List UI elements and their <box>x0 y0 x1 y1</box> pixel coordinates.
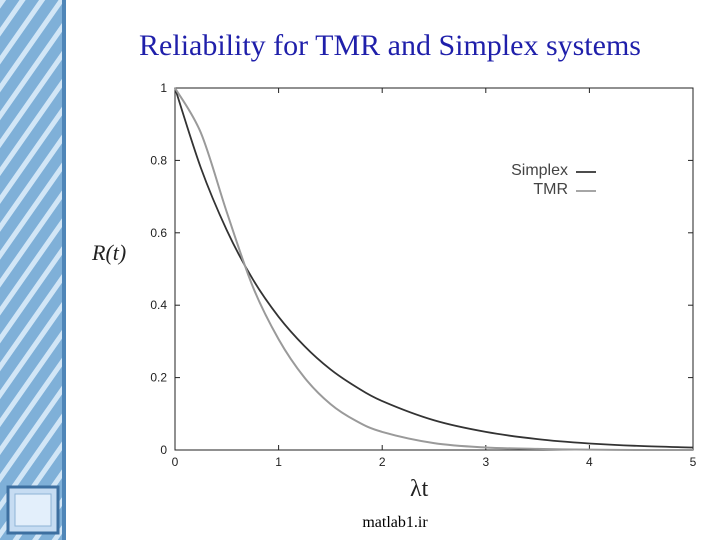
plot-axes: 0 1 2 3 4 5 0 0.2 0.4 0.6 0.8 1 <box>150 81 696 469</box>
x-tick-label: 5 <box>690 455 697 469</box>
y-tick-label: 0.2 <box>150 371 167 385</box>
x-tick-label: 0 <box>172 455 179 469</box>
y-tick-label: 1 <box>160 81 167 95</box>
sidebar-stripes <box>0 0 62 540</box>
x-axis-label: λt <box>410 476 429 502</box>
slide-title: Reliability for TMR and Simplex systems <box>139 29 641 62</box>
sidebar-decoration <box>0 0 66 540</box>
sidebar-button-inner <box>14 493 52 527</box>
series-line-tmr <box>174 87 694 452</box>
legend-label-simplex: Simplex <box>511 162 568 179</box>
y-axis-label: R(t) <box>91 240 126 265</box>
chart-legend: Simplex TMR <box>511 162 596 198</box>
x-tick-label: 3 <box>482 455 489 469</box>
series-line-simplex <box>174 87 694 449</box>
x-tick-label: 2 <box>379 455 386 469</box>
y-tick-label: 0.8 <box>150 153 167 167</box>
footer-text: matlab1.ir <box>362 514 428 531</box>
x-tick-label: 1 <box>275 455 282 469</box>
x-tick-label: 4 <box>586 455 593 469</box>
y-tick-label: 0.6 <box>150 226 167 240</box>
plot-frame <box>174 87 694 451</box>
reliability-chart: 0 1 2 3 4 5 0 0.2 0.4 0.6 0.8 1 Simplex TMR R(t) λt <box>91 81 697 502</box>
sidebar-edge <box>62 0 66 540</box>
plot-curves <box>174 87 694 452</box>
y-tick-label: 0 <box>160 443 167 457</box>
y-tick-label: 0.4 <box>150 298 167 312</box>
legend-label-tmr: TMR <box>533 181 568 198</box>
